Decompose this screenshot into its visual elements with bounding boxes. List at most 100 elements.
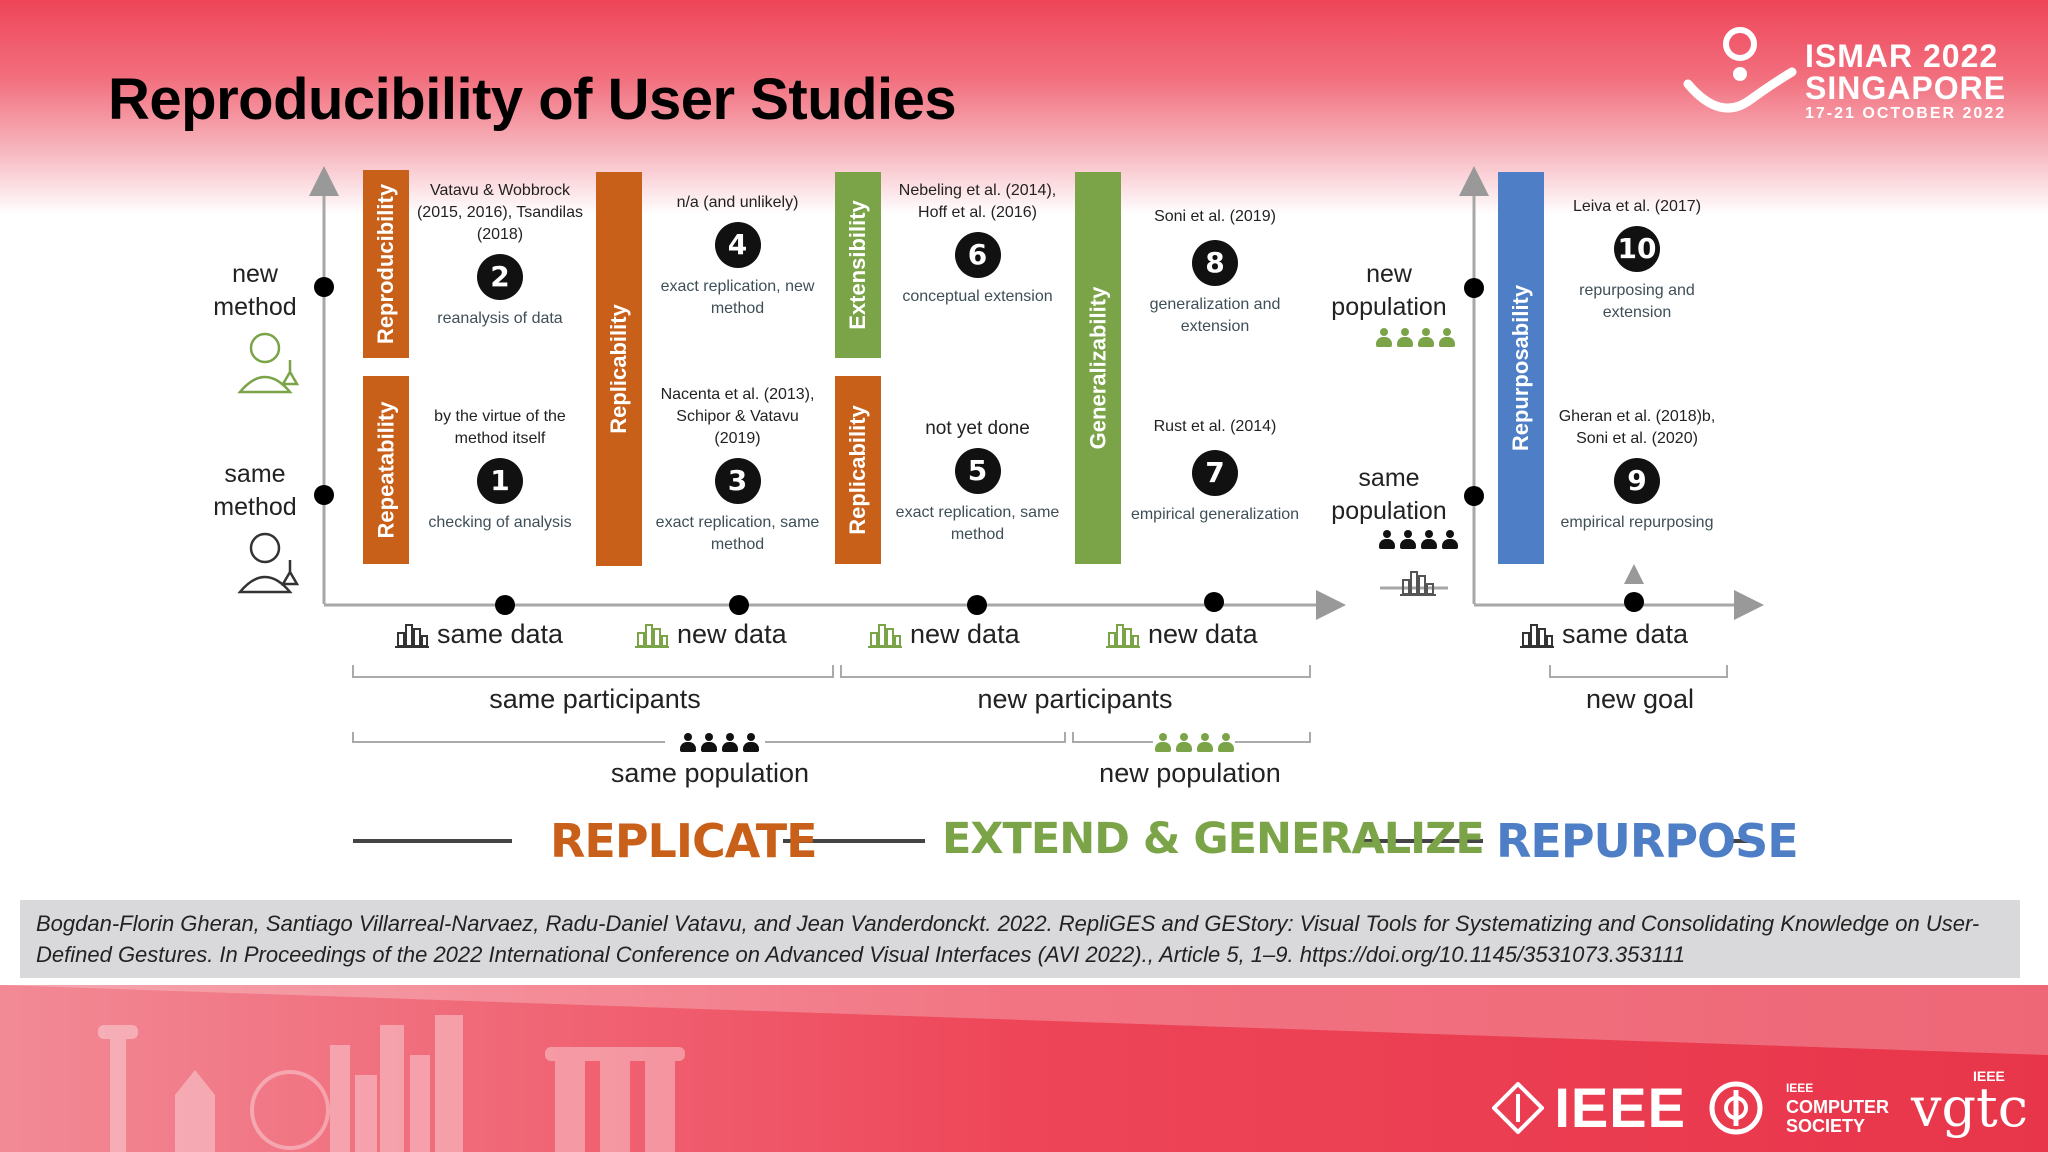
population-new-icon bbox=[1154, 733, 1235, 753]
cell-citation: Nacenta et al. (2013), Schipor & Vatavu … bbox=[660, 386, 815, 447]
bar-label: Repurposability bbox=[1508, 284, 1533, 452]
data-chart-icon bbox=[1106, 623, 1140, 648]
data-chart-icon bbox=[1520, 623, 1554, 648]
x-label-new-data: new data bbox=[635, 619, 787, 650]
cell-citation: Rust et al. (2014) bbox=[1153, 418, 1277, 435]
cell-6: Nebeling et al. (2014), Hoff et al. (201… bbox=[890, 180, 1065, 308]
data-chart-icon bbox=[635, 623, 669, 648]
group-new-participants: new participants bbox=[977, 684, 1173, 714]
bar-extensibility: Extensibility bbox=[835, 172, 881, 358]
bar-reproducibility: Reproducibility bbox=[363, 170, 409, 358]
bar-generalizability: Generalizability bbox=[1075, 172, 1121, 564]
axis-dot bbox=[967, 595, 987, 615]
x-label-same-data: same data bbox=[1520, 619, 1688, 650]
x-label-text: same data bbox=[1562, 619, 1689, 649]
population-same-icon bbox=[1378, 530, 1459, 550]
population-new-icon bbox=[1375, 328, 1456, 348]
number-badge: 8 bbox=[1192, 240, 1238, 286]
x-label-new-data: new data bbox=[868, 619, 1020, 650]
ismar-logo: ISMAR 2022 SINGAPORE 17-21 OCTOBER 2022 bbox=[1680, 22, 2020, 122]
number-badge: 3 bbox=[714, 458, 761, 504]
cell-description: empirical generalization bbox=[1130, 506, 1300, 523]
bracket bbox=[352, 732, 1066, 743]
axis-dot bbox=[1464, 278, 1484, 298]
cell-description: reanalysis of data bbox=[437, 310, 563, 327]
axis-dot bbox=[1464, 486, 1484, 506]
cell-2: Vatavu & Wobbrock (2015, 2016), Tsandila… bbox=[415, 180, 585, 330]
number-badge: 4 bbox=[714, 222, 761, 268]
reference-text: Bogdan-Florin Gheran, Santiago Villarrea… bbox=[36, 911, 1980, 967]
cell-citation: not yet done bbox=[925, 418, 1030, 439]
y-label-same-method: same method bbox=[213, 460, 297, 521]
bar-label: Generalizability bbox=[1085, 286, 1110, 450]
group-new-population: new population bbox=[1099, 758, 1281, 788]
cell-1: by the virtue of the method itself 1 che… bbox=[415, 406, 585, 534]
cell-description: exact replication, new method bbox=[660, 278, 815, 317]
ismar-emblem-icon bbox=[1683, 27, 1797, 113]
bar-label: Replicability bbox=[845, 405, 870, 535]
number-badge: 1 bbox=[477, 458, 523, 504]
computer-society-text: IEEE COMPUTER SOCIETY bbox=[1786, 1079, 1889, 1136]
ieee-text: IEEE bbox=[1554, 1076, 1686, 1139]
cell-4: n/a (and unlikely) 4 exact replication, … bbox=[655, 192, 820, 320]
cell-citation: Leiva et al. (2017) bbox=[1572, 198, 1702, 215]
number-badge: 5 bbox=[954, 448, 1001, 494]
axis-dot bbox=[314, 485, 334, 505]
footer-band bbox=[0, 985, 2048, 1152]
x-label-same-data: same data bbox=[395, 619, 563, 650]
cell-9: Gheran et al. (2018)b, Soni et al. (2020… bbox=[1548, 406, 1726, 534]
bar-label: Repeatability bbox=[373, 401, 398, 539]
y-label-new-population: new population bbox=[1331, 260, 1447, 321]
cell-citation: by the virtue of the method itself bbox=[434, 408, 566, 447]
axis-dot bbox=[314, 277, 334, 297]
reference-box: Bogdan-Florin Gheran, Santiago Villarrea… bbox=[20, 900, 2020, 978]
x-label-text: new data bbox=[1148, 619, 1258, 649]
cell-citation: n/a (and unlikely) bbox=[676, 194, 799, 211]
cell-3: Nacenta et al. (2013), Schipor & Vatavu … bbox=[655, 384, 820, 556]
axis-dot bbox=[1204, 592, 1224, 612]
x-label-text: new data bbox=[677, 619, 787, 649]
phase-repurpose: REPURPOSE bbox=[1496, 814, 1799, 868]
cell-description: checking of analysis bbox=[428, 514, 572, 531]
number-badge: 9 bbox=[1614, 458, 1660, 504]
y-label-same-population: same population bbox=[1331, 464, 1447, 525]
phase-replicate: REPLICATE bbox=[550, 814, 818, 868]
cell-description: generalization and extension bbox=[1149, 296, 1281, 335]
bar-repurposability: Repurposability bbox=[1498, 172, 1544, 564]
y-label-new-method: new method bbox=[213, 260, 297, 321]
bar-repeatability: Repeatability bbox=[363, 376, 409, 564]
number-badge: 2 bbox=[477, 254, 523, 300]
vgtc-logo: IEEE vgtc bbox=[1910, 1068, 2028, 1139]
group-same-population: same population bbox=[610, 758, 810, 788]
scientist-icon-same bbox=[237, 532, 300, 594]
group-same-participants: same participants bbox=[489, 684, 701, 714]
cell-description: repurposing and extension bbox=[1579, 282, 1695, 321]
cell-7: Rust et al. (2014) 7 empirical generaliz… bbox=[1130, 416, 1300, 526]
number-badge: 7 bbox=[1192, 450, 1238, 496]
axis-dot bbox=[495, 595, 515, 615]
vgtc-text: vgtc bbox=[1910, 1076, 2028, 1139]
x-label-new-data: new data bbox=[1106, 619, 1258, 650]
cell-10: Leiva et al. (2017) 10 repurposing and e… bbox=[1552, 196, 1722, 324]
data-chart-icon bbox=[395, 623, 429, 648]
cell-citation: Gheran et al. (2018)b, Soni et al. (2020… bbox=[1558, 408, 1716, 447]
logo-line-2: SINGAPORE bbox=[1805, 70, 2007, 106]
x-label-text: same data bbox=[437, 619, 564, 649]
data-chart-icon bbox=[868, 623, 902, 648]
bracket bbox=[1072, 732, 1311, 743]
data-icon bbox=[1400, 571, 1436, 596]
cs-line: IEEE bbox=[1785, 1081, 1814, 1095]
number-badge: 10 bbox=[1614, 226, 1660, 272]
cell-5: not yet done 5 exact replication, same m… bbox=[890, 418, 1065, 546]
footer-logos: IEEE IEEE COMPUTER SOCIETY IEEE vgtc bbox=[1492, 1068, 2028, 1140]
cell-description: exact replication, same method bbox=[895, 504, 1060, 543]
bracket bbox=[352, 665, 834, 678]
cs-line: COMPUTER bbox=[1785, 1097, 1889, 1117]
x-label-text: new data bbox=[910, 619, 1020, 649]
cell-citation: Soni et al. (2019) bbox=[1154, 208, 1276, 225]
logo-line-1: ISMAR 2022 bbox=[1805, 38, 1999, 74]
cell-description: empirical repurposing bbox=[1560, 514, 1714, 531]
vgtc-top: IEEE bbox=[1972, 1068, 2005, 1084]
bar-label: Extensibility bbox=[845, 200, 870, 330]
ieee-diamond-icon bbox=[1492, 1081, 1545, 1134]
